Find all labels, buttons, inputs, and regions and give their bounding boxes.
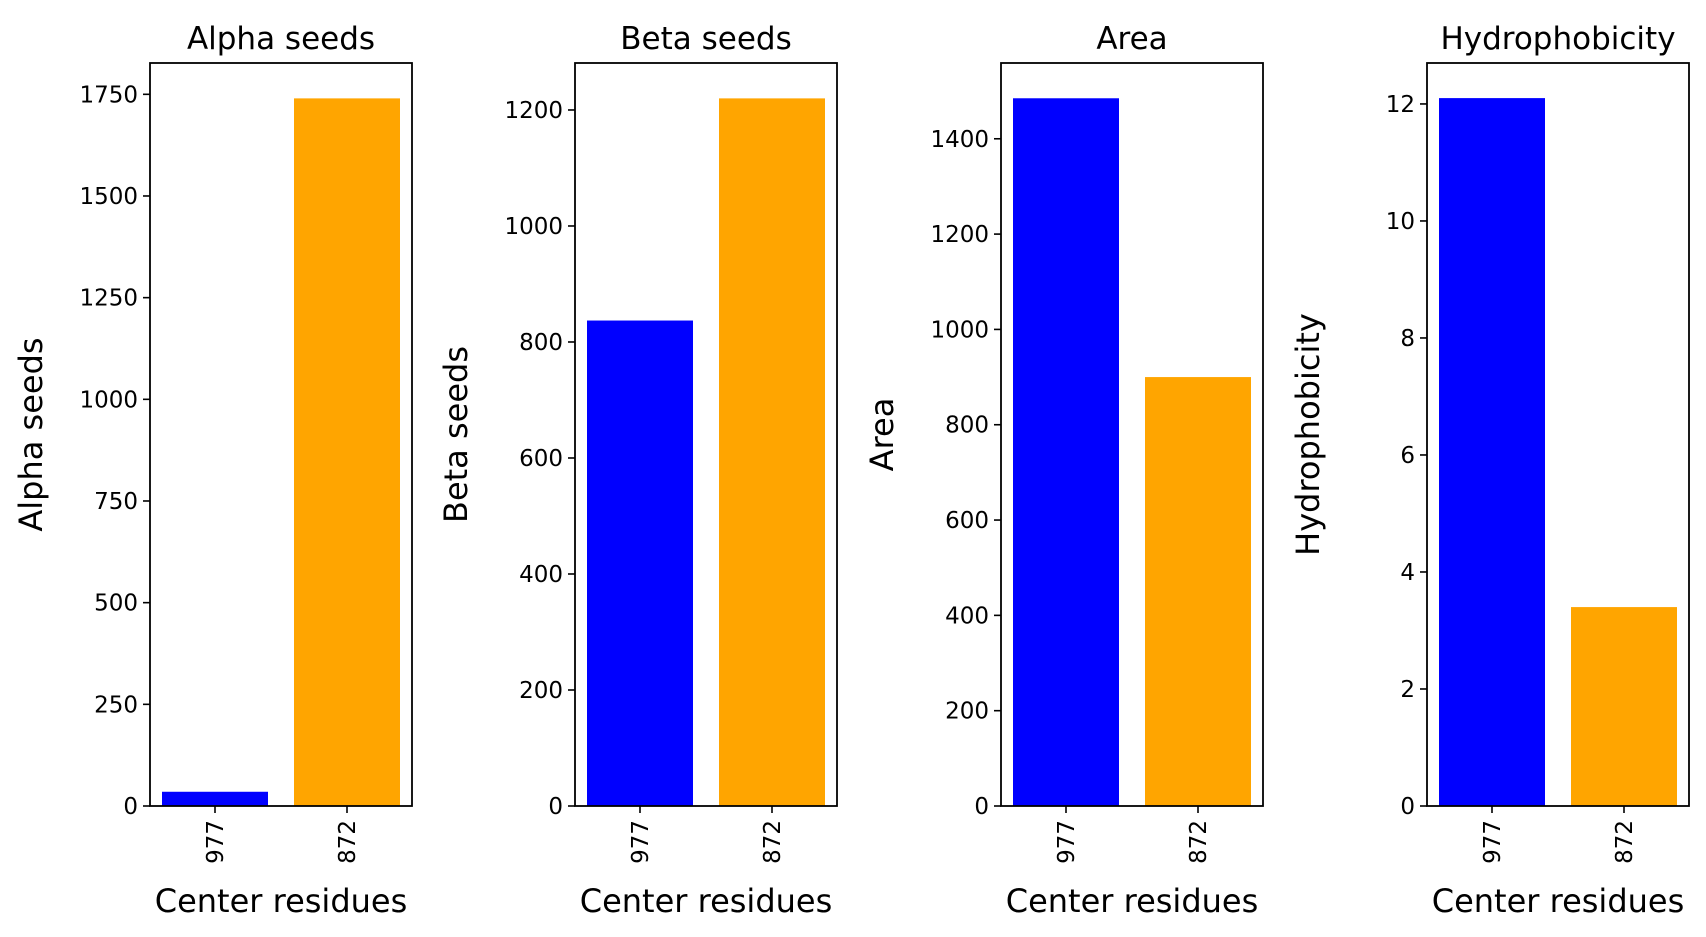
y-tick-label: 400 <box>519 562 563 588</box>
y-tick-label: 800 <box>945 413 989 439</box>
y-tick-label: 1000 <box>504 214 563 240</box>
panel-title: Area <box>1096 21 1167 57</box>
y-tick-label: 6 <box>1400 443 1415 469</box>
chart-panel-area: Area Area Center residues 977 872 0 200 400 6… <box>863 21 1264 920</box>
y-tick-label: 0 <box>974 794 989 820</box>
x-axis-label: Center residues <box>1006 882 1259 920</box>
x-axis-label: Center residues <box>580 882 833 920</box>
plot-frame <box>1426 62 1690 807</box>
chart-panel-hydrophobicity: Hydrophobicity Hydrophobicity Center res… <box>1289 21 1690 920</box>
y-tick-label: 200 <box>519 678 563 704</box>
x-tick-label: 872 <box>1186 820 1212 864</box>
bar-977 <box>1013 98 1119 807</box>
panel-title: Alpha seeds <box>187 21 375 57</box>
x-tick-label: 977 <box>628 820 654 864</box>
plot-frame <box>574 62 838 807</box>
panel-title: Hydrophobicity <box>1440 21 1675 57</box>
bar-977 <box>1439 98 1545 807</box>
x-tick-label: 977 <box>1480 820 1506 864</box>
panel-title: Beta seeds <box>620 21 791 57</box>
y-tick-label: 12 <box>1386 92 1415 118</box>
y-tick-label: 500 <box>94 591 138 617</box>
y-axis-label: Beta seeds <box>437 346 475 523</box>
y-tick-label: 1200 <box>504 98 563 124</box>
y-tick-label: 600 <box>519 446 563 472</box>
y-tick-label: 1400 <box>930 127 989 153</box>
y-tick-label: 0 <box>1400 794 1415 820</box>
y-tick-label: 600 <box>945 508 989 534</box>
y-tick-label: 0 <box>123 794 138 820</box>
x-axis-label: Center residues <box>155 882 408 920</box>
bar-977 <box>162 791 268 806</box>
bar-872 <box>1571 607 1677 806</box>
y-tick-label: 800 <box>519 330 563 356</box>
y-tick-label: 4 <box>1400 560 1415 586</box>
x-tick-label: 872 <box>760 820 786 864</box>
plot-frame <box>1000 62 1264 807</box>
y-tick-label: 250 <box>94 692 138 718</box>
x-tick-label: 977 <box>1054 820 1080 864</box>
y-tick-label: 200 <box>945 699 989 725</box>
y-tick-label: 750 <box>94 489 138 515</box>
chart-panel-beta-seeds: Beta seeds Beta seeds Center residues 97… <box>437 21 838 920</box>
bar-977 <box>587 320 693 806</box>
y-tick-label: 8 <box>1400 326 1415 352</box>
y-tick-label: 1750 <box>79 82 138 108</box>
plot-frame <box>149 62 413 807</box>
y-tick-label: 1500 <box>79 184 138 210</box>
y-tick-label: 1000 <box>79 387 138 413</box>
bar-872 <box>719 98 825 806</box>
y-tick-label: 1200 <box>930 222 989 248</box>
x-axis-label: Center residues <box>1432 882 1685 920</box>
bar-872 <box>1145 377 1251 806</box>
chart-panel-alpha-seeds: Alpha seeds Alpha seeds Center residues … <box>12 21 413 920</box>
x-tick-label: 872 <box>1612 820 1638 864</box>
y-tick-label: 2 <box>1400 677 1415 703</box>
y-tick-label: 10 <box>1386 209 1415 235</box>
y-axis-label: Hydrophobicity <box>1289 313 1327 556</box>
x-tick-label: 977 <box>203 820 229 864</box>
bar-872 <box>294 98 400 806</box>
y-tick-label: 400 <box>945 603 989 629</box>
y-axis-label: Alpha seeds <box>12 337 50 531</box>
y-tick-label: 0 <box>548 794 563 820</box>
y-tick-label: 1000 <box>930 317 989 343</box>
y-tick-label: 1250 <box>79 286 138 312</box>
x-tick-label: 872 <box>335 820 361 864</box>
y-axis-label: Area <box>863 398 901 472</box>
